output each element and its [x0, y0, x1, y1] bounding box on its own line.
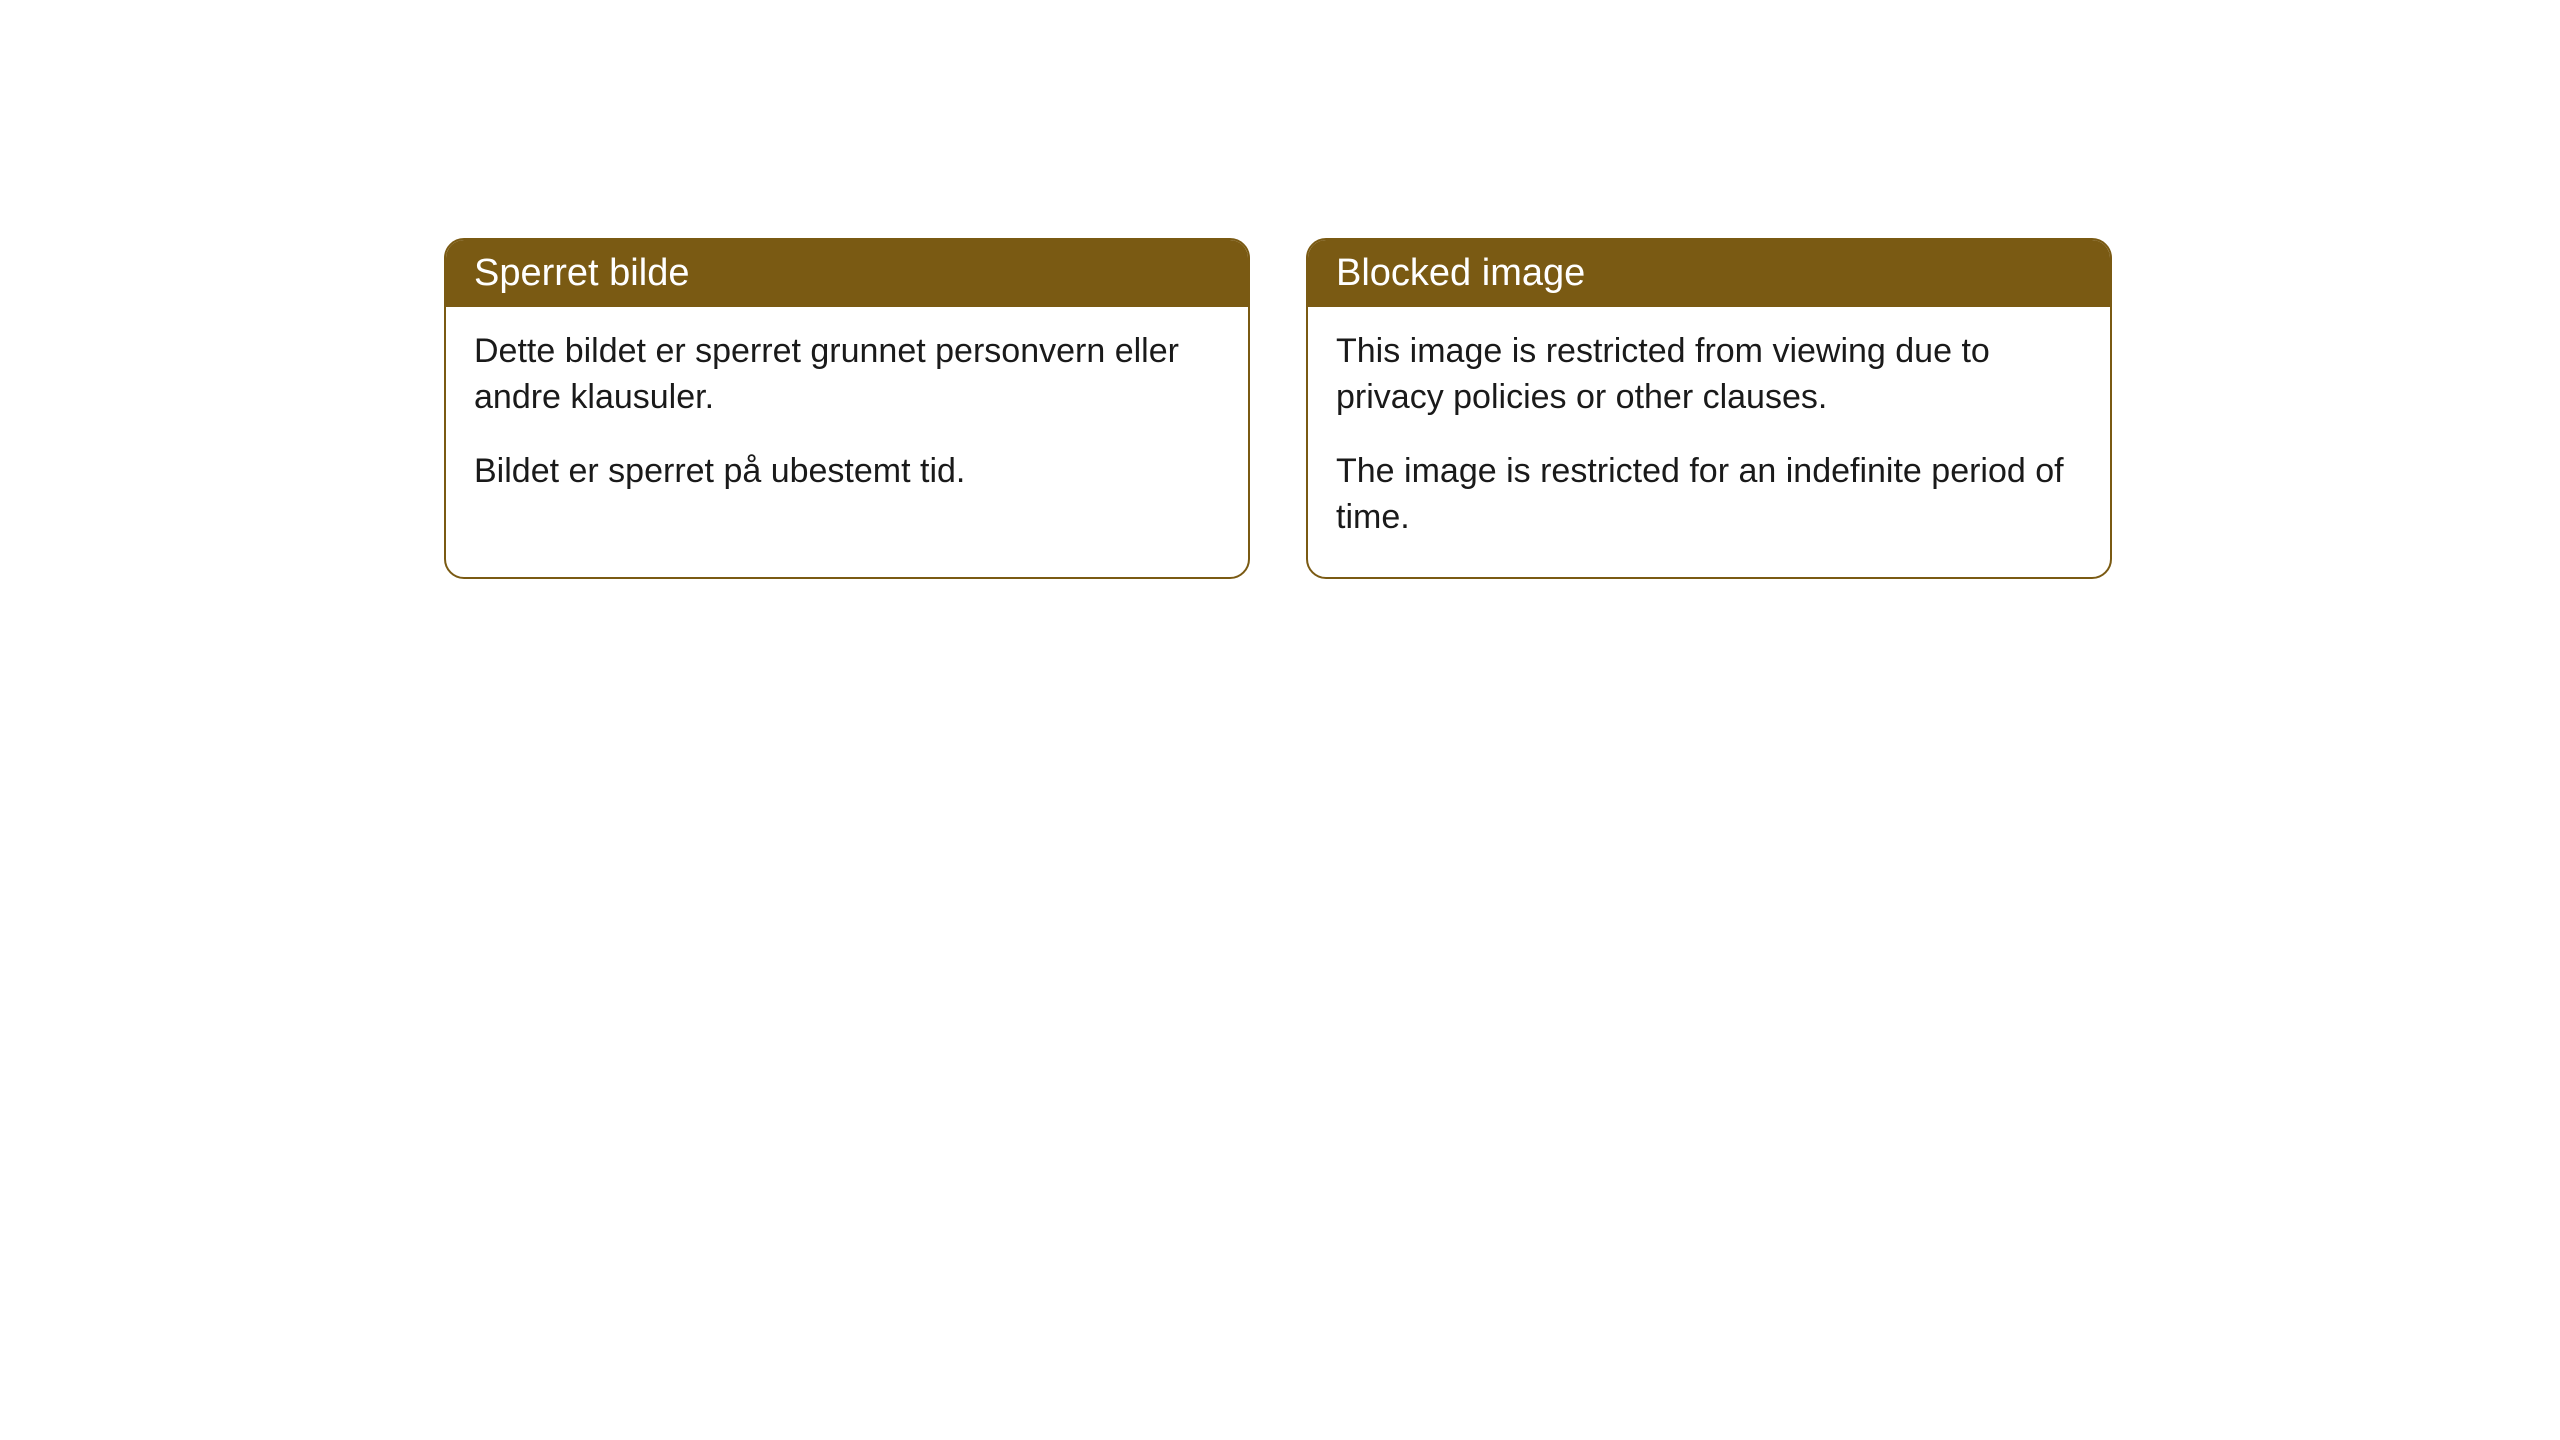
- notice-cards-container: Sperret bilde Dette bildet er sperret gr…: [0, 0, 2560, 579]
- card-paragraph: The image is restricted for an indefinit…: [1336, 449, 2082, 541]
- card-header: Sperret bilde: [446, 240, 1248, 307]
- blocked-image-card-english: Blocked image This image is restricted f…: [1306, 238, 2112, 579]
- card-paragraph: This image is restricted from viewing du…: [1336, 329, 2082, 421]
- card-paragraph: Dette bildet er sperret grunnet personve…: [474, 329, 1220, 421]
- card-body: Dette bildet er sperret grunnet personve…: [446, 307, 1248, 531]
- blocked-image-card-norwegian: Sperret bilde Dette bildet er sperret gr…: [444, 238, 1250, 579]
- card-body: This image is restricted from viewing du…: [1308, 307, 2110, 577]
- card-paragraph: Bildet er sperret på ubestemt tid.: [474, 449, 1220, 495]
- card-title: Blocked image: [1336, 252, 1585, 294]
- card-header: Blocked image: [1308, 240, 2110, 307]
- card-title: Sperret bilde: [474, 252, 689, 294]
